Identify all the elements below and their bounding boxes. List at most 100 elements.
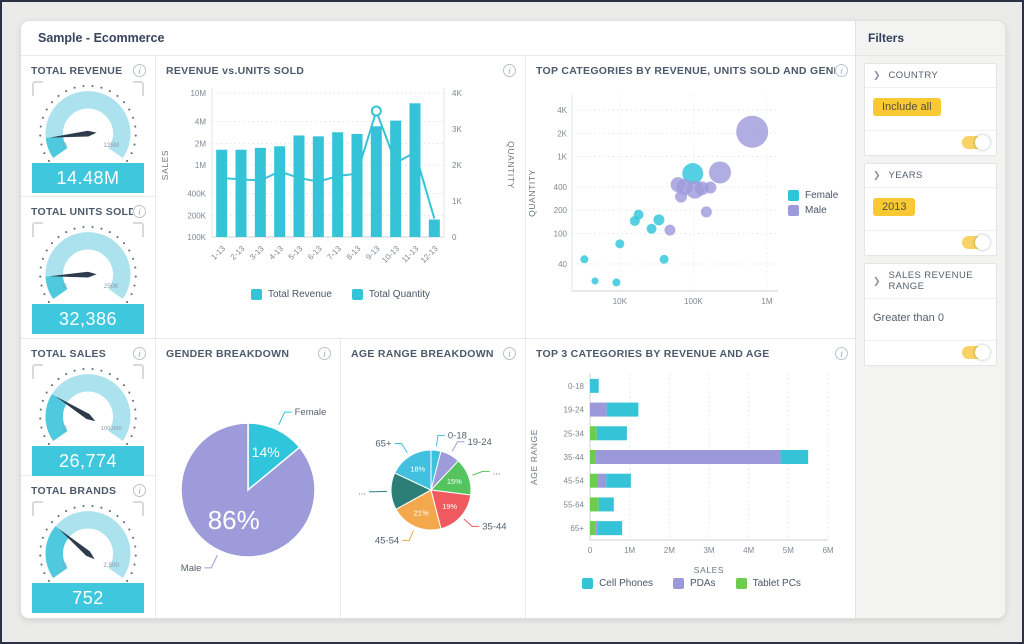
stack-segment: [590, 473, 598, 488]
stack-segment: [597, 521, 623, 536]
legend-swatch: [250, 289, 262, 300]
filter-card-years: ❯ YEARS 2013: [864, 163, 997, 256]
stack-segment: [780, 450, 809, 464]
top-categories-bubble-chart: 4K 2K 1K 400 200 100 40 10K 100K 1M QUANTITY Female…: [526, 79, 857, 327]
svg-text:200K: 200K: [187, 211, 206, 220]
panel-gender-breakdown: GENDER BREAKDOWN 14% Female 86% Male: [156, 339, 341, 618]
svg-text:1M: 1M: [761, 297, 772, 306]
filter-toggle-sales-revenue-range[interactable]: [962, 345, 990, 360]
filter-header-years[interactable]: ❯ YEARS: [865, 164, 996, 188]
svg-text:55-64: 55-64: [564, 500, 585, 509]
panel-title: TOTAL REVENUE: [31, 64, 123, 77]
bubble-female: [653, 214, 665, 226]
gauge-total-sales: 0 100,000 26,774: [21, 364, 155, 476]
svg-text:2K: 2K: [452, 161, 462, 170]
svg-text:10K: 10K: [613, 297, 628, 306]
filter-label: YEARS: [888, 170, 923, 181]
filter-card-sales-revenue-range: ❯ SALES REVENUE RANGE Greater than 0: [864, 263, 997, 366]
svg-text:400K: 400K: [187, 190, 206, 199]
filter-body: Include all: [865, 88, 996, 130]
panel-header: TOP CATEGORIES BY REVENUE, UNITS SOLD AN…: [526, 56, 857, 79]
gauge-needle: [49, 130, 97, 138]
info-icon[interactable]: [318, 347, 331, 360]
filter-toggle-years[interactable]: [962, 235, 990, 250]
info-icon[interactable]: [835, 64, 848, 77]
panel-title: TOTAL BRANDS: [31, 484, 117, 497]
info-icon[interactable]: [503, 64, 516, 77]
filter-footer: [865, 130, 996, 155]
gauge-arc-value: [45, 275, 68, 299]
chart-legend: Total Revenue Total Quantity: [156, 289, 525, 300]
bubble-points: [580, 115, 769, 287]
pie-slice: [394, 449, 432, 491]
svg-text:1K: 1K: [557, 152, 567, 161]
svg-text:7-13: 7-13: [325, 244, 343, 262]
legend-item[interactable]: Total Revenue: [250, 289, 332, 300]
pie-pct-label: 14%: [252, 444, 280, 460]
stack-segment: [590, 426, 597, 441]
svg-text:QUANTITY: QUANTITY: [527, 169, 537, 217]
gauge-value: 752: [32, 583, 144, 613]
svg-text:SALES: SALES: [160, 150, 170, 180]
panel-title: AGE RANGE BREAKDOWN: [351, 347, 494, 360]
pie-slice: [180, 422, 316, 558]
bubble-male: [709, 161, 732, 184]
filter-toggle-country[interactable]: [962, 135, 990, 150]
svg-text:3-13: 3-13: [248, 244, 266, 262]
legend-item[interactable]: Total Quantity: [351, 289, 430, 300]
pie-label: ...: [493, 466, 501, 477]
info-icon[interactable]: [133, 64, 146, 77]
bubble-female: [682, 163, 704, 185]
svg-text:25-34: 25-34: [564, 429, 585, 438]
legend-item[interactable]: Cell Phones: [582, 578, 653, 589]
stack-segment: [590, 497, 599, 512]
svg-text:1-13: 1-13: [209, 244, 227, 262]
gauge-arc: [45, 511, 131, 578]
legend-item[interactable]: Female: [788, 190, 838, 201]
filter-header-sales-revenue-range[interactable]: ❯ SALES REVENUE RANGE: [865, 264, 996, 299]
svg-text:6-13: 6-13: [306, 244, 324, 262]
svg-text:4-13: 4-13: [267, 244, 285, 262]
svg-text:200: 200: [554, 206, 568, 215]
stack-segment: [590, 450, 596, 464]
filter-chip-country[interactable]: Include all: [873, 98, 941, 116]
filter-footer: [865, 340, 996, 365]
bubble-male: [704, 181, 717, 194]
svg-text:5-13: 5-13: [287, 244, 305, 262]
panel-header: TOTAL UNITS SOLD: [21, 197, 155, 220]
svg-text:0-18: 0-18: [568, 382, 585, 391]
filter-header-country[interactable]: ❯ COUNTRY: [865, 64, 996, 88]
svg-text:QUANTITY: QUANTITY: [506, 141, 516, 189]
info-icon[interactable]: [133, 484, 146, 497]
filter-chip-years[interactable]: 2013: [873, 198, 916, 216]
info-icon[interactable]: [835, 347, 848, 360]
svg-text:100,000: 100,000: [101, 426, 122, 432]
bubble-female: [612, 278, 621, 287]
info-icon[interactable]: [503, 347, 516, 360]
legend-item[interactable]: Tablet PCs: [735, 578, 801, 589]
bubble-female: [591, 277, 599, 285]
legend-item[interactable]: PDAs: [673, 578, 716, 589]
gauge-arc: [45, 91, 131, 158]
filter-body: 2013: [865, 188, 996, 230]
panel-title: TOP CATEGORIES BY REVENUE, UNITS SOLD AN…: [536, 64, 835, 77]
chart-legend: Female Male: [788, 190, 852, 216]
gauge-dial: 0 100,000: [39, 367, 137, 446]
svg-text:3K: 3K: [452, 125, 462, 134]
svg-text:0: 0: [63, 562, 67, 569]
svg-text:2M: 2M: [195, 139, 206, 148]
svg-text:6M: 6M: [822, 546, 833, 555]
svg-text:4K: 4K: [557, 106, 567, 115]
stack-segment: [606, 402, 639, 417]
info-icon[interactable]: [133, 205, 146, 218]
dashboard-title: Sample - Ecommerce: [21, 21, 857, 56]
info-icon[interactable]: [133, 347, 146, 360]
pie-slice: [247, 422, 301, 492]
line-marker: [370, 105, 382, 117]
pie-pct-label: 19%: [442, 502, 457, 511]
svg-text:100K: 100K: [187, 233, 206, 242]
bubble-female: [615, 239, 625, 249]
legend-item[interactable]: Male: [788, 205, 827, 216]
